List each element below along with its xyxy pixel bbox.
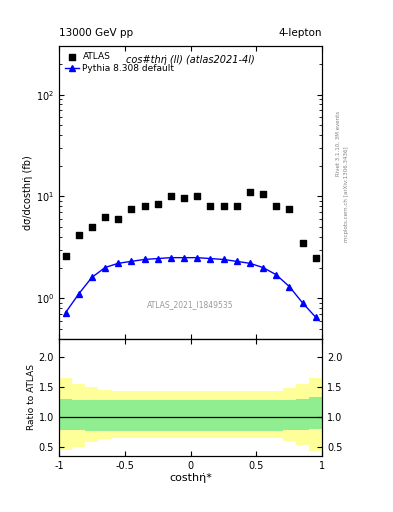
Y-axis label: dσ/dcosthη̇ (fb): dσ/dcosthη̇ (fb) bbox=[23, 155, 33, 230]
ATLAS bbox=[62, 252, 69, 260]
Pythia 8.308 default bbox=[300, 300, 305, 306]
ATLAS bbox=[194, 193, 200, 201]
Pythia 8.308 default bbox=[261, 265, 265, 271]
Pythia 8.308 default bbox=[195, 254, 200, 261]
ATLAS bbox=[220, 202, 227, 210]
ATLAS bbox=[181, 194, 187, 202]
ATLAS bbox=[115, 215, 121, 223]
Text: 4-lepton: 4-lepton bbox=[279, 28, 322, 38]
Text: mcplots.cern.ch [arXiv:1306.3436]: mcplots.cern.ch [arXiv:1306.3436] bbox=[344, 147, 349, 242]
ATLAS bbox=[299, 239, 306, 247]
ATLAS bbox=[75, 230, 82, 239]
Pythia 8.308 default bbox=[234, 258, 239, 264]
ATLAS bbox=[312, 253, 319, 262]
ATLAS bbox=[273, 202, 279, 210]
Text: 13000 GeV pp: 13000 GeV pp bbox=[59, 28, 133, 38]
ATLAS bbox=[168, 193, 174, 201]
ATLAS bbox=[141, 202, 148, 210]
Pythia 8.308 default bbox=[129, 258, 134, 264]
Pythia 8.308 default bbox=[287, 284, 292, 290]
ATLAS bbox=[247, 188, 253, 196]
Pythia 8.308 default bbox=[76, 291, 81, 297]
Pythia 8.308 default bbox=[208, 255, 213, 262]
Pythia 8.308 default bbox=[63, 310, 68, 316]
Y-axis label: Ratio to ATLAS: Ratio to ATLAS bbox=[27, 364, 36, 430]
Text: cos#thη̇ (ll) (atlas2021-4l): cos#thη̇ (ll) (atlas2021-4l) bbox=[126, 55, 255, 65]
Pythia 8.308 default bbox=[221, 257, 226, 263]
Pythia 8.308 default bbox=[142, 257, 147, 263]
Legend: ATLAS, Pythia 8.308 default: ATLAS, Pythia 8.308 default bbox=[63, 51, 176, 75]
ATLAS bbox=[102, 212, 108, 221]
Pythia 8.308 default bbox=[313, 314, 318, 321]
ATLAS bbox=[89, 223, 95, 231]
ATLAS bbox=[286, 205, 292, 213]
ATLAS bbox=[154, 200, 161, 208]
Pythia 8.308 default bbox=[274, 272, 279, 278]
Pythia 8.308 default bbox=[182, 254, 186, 261]
Pythia 8.308 default bbox=[103, 265, 107, 271]
Line: Pythia 8.308 default: Pythia 8.308 default bbox=[63, 255, 318, 320]
Text: ATLAS_2021_I1849535: ATLAS_2021_I1849535 bbox=[147, 301, 234, 309]
ATLAS bbox=[128, 205, 134, 213]
X-axis label: costhη̇*: costhη̇* bbox=[169, 473, 212, 483]
Pythia 8.308 default bbox=[155, 255, 160, 262]
ATLAS bbox=[233, 202, 240, 210]
Pythia 8.308 default bbox=[90, 274, 94, 281]
Pythia 8.308 default bbox=[116, 260, 121, 266]
Text: Rivet 3.1.10, 3M events: Rivet 3.1.10, 3M events bbox=[336, 111, 341, 176]
ATLAS bbox=[260, 190, 266, 198]
Pythia 8.308 default bbox=[169, 254, 173, 261]
ATLAS bbox=[207, 202, 213, 210]
Pythia 8.308 default bbox=[248, 260, 252, 266]
